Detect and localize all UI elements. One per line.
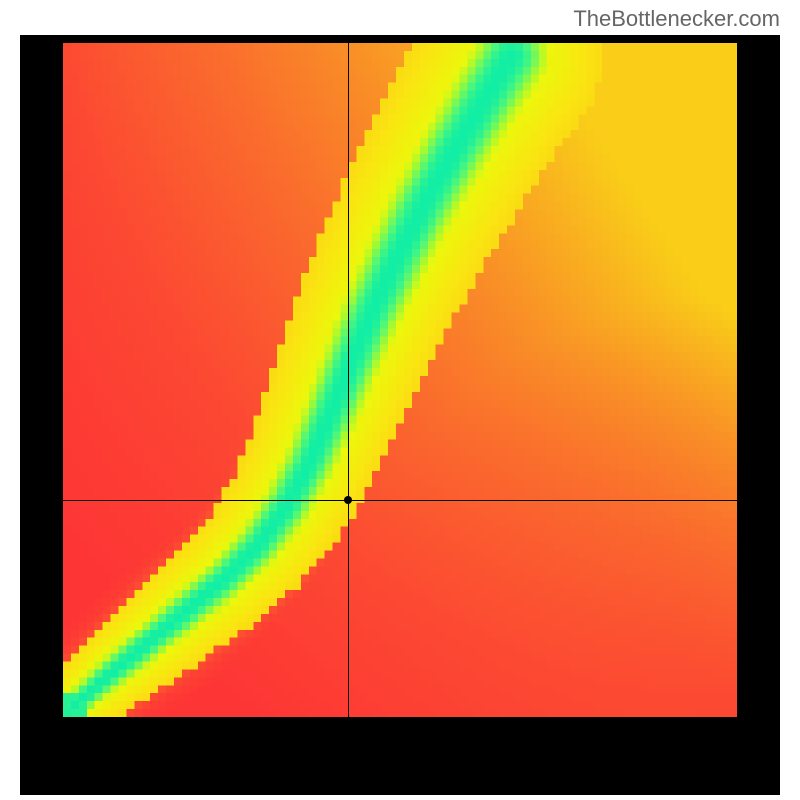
image-root: TheBottlenecker.com	[0, 0, 800, 800]
crosshair-vertical	[348, 43, 349, 717]
heatmap-canvas	[63, 43, 737, 717]
crosshair-dot	[344, 496, 352, 504]
crosshair-horizontal	[63, 500, 737, 501]
watermark-text: TheBottlenecker.com	[573, 6, 780, 32]
chart-frame	[20, 35, 780, 795]
